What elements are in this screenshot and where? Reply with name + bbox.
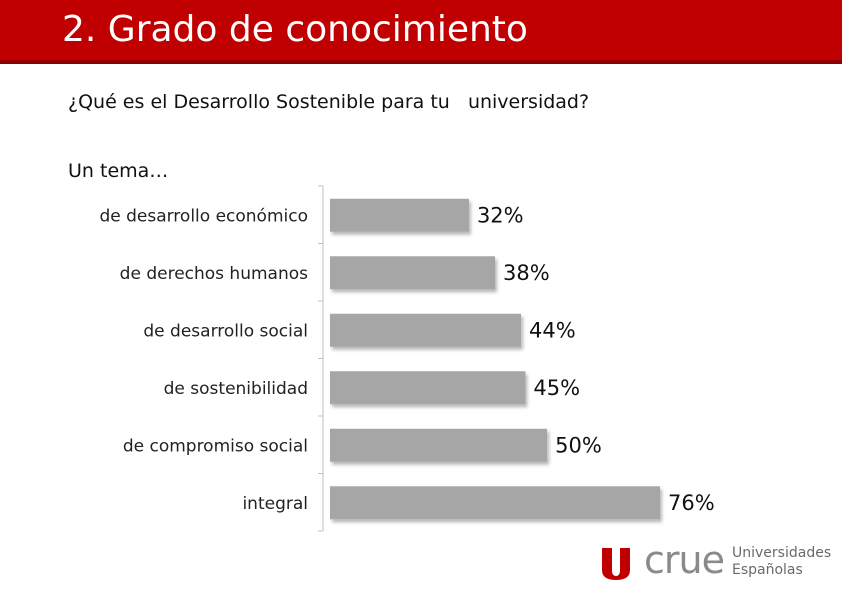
- bar: [330, 198, 469, 232]
- chart-subtitle: Un tema…: [68, 160, 169, 182]
- category-label: de sostenibilidad: [164, 379, 308, 399]
- value-label: 76%: [668, 491, 715, 515]
- category-label: de desarrollo social: [143, 321, 308, 341]
- logo-subtitle-line1: Universidades: [732, 545, 832, 561]
- crue-logo: crue Universidades Españolas: [600, 538, 831, 582]
- page-title: 2. Grado de conocimiento: [62, 9, 528, 50]
- category-label: de derechos humanos: [120, 264, 308, 284]
- logo-name: crue: [644, 538, 725, 582]
- value-label: 32%: [477, 203, 524, 227]
- bar: [330, 486, 660, 520]
- logo-subtitle-line2: Españolas: [732, 562, 803, 578]
- bar: [330, 256, 495, 290]
- title-bar: 2. Grado de conocimiento: [0, 0, 842, 64]
- category-label: de desarrollo económico: [99, 206, 308, 226]
- value-label: 45%: [533, 376, 580, 400]
- bar: [330, 313, 522, 347]
- logo-subtitle: Universidades Españolas: [732, 545, 831, 579]
- category-label: de compromiso social: [123, 436, 308, 456]
- bar: [330, 371, 526, 405]
- category-label: integral: [242, 494, 308, 514]
- value-label: 50%: [555, 433, 602, 457]
- crue-logo-icon: [602, 548, 630, 580]
- bar: [330, 428, 548, 462]
- value-label: 44%: [529, 318, 576, 342]
- value-label: 38%: [503, 261, 550, 285]
- question-text: ¿Qué es el Desarrollo Sostenible para tu…: [68, 91, 590, 113]
